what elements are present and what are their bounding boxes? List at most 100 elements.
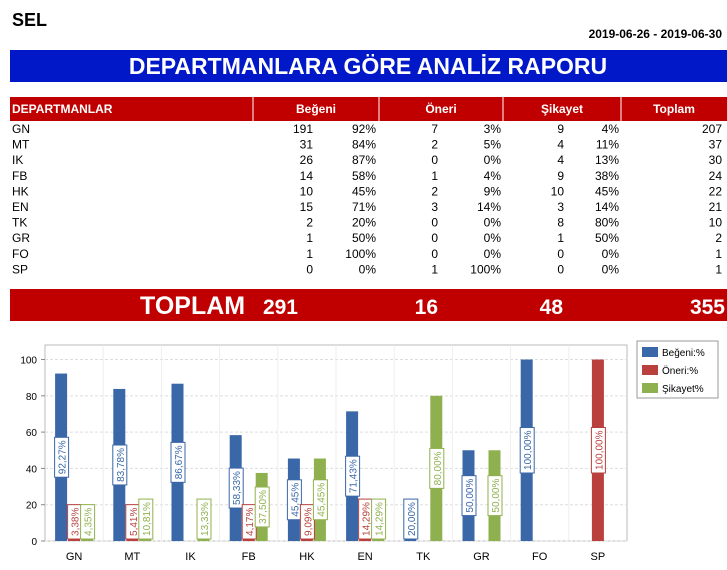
legend-label: Öneri:%	[662, 365, 698, 377]
value-label-text: 13,33%	[200, 502, 211, 536]
value-label: 37,50%	[254, 486, 270, 528]
value-label-box	[312, 479, 328, 521]
header-dividers	[252, 97, 622, 121]
table-cell: 0%	[602, 262, 620, 276]
report-title: DEPARTMANLARA GÖRE ANALİZ RAPORU	[129, 53, 607, 79]
table-cell: 2	[431, 184, 438, 198]
table-cell: IK	[12, 153, 23, 167]
table-cell: 15	[300, 200, 314, 214]
table-cell: 100%	[470, 262, 501, 276]
table-cell: 30	[709, 153, 723, 167]
table-cell: 14	[300, 169, 314, 183]
table-cell: GN	[12, 122, 30, 136]
value-label-text: 10,81%	[142, 502, 153, 536]
value-label-box	[461, 475, 477, 517]
x-tick-label: FO	[532, 551, 548, 563]
value-label-box	[299, 504, 315, 540]
table-cell: 4%	[602, 122, 620, 136]
value-label: 50,00%	[487, 475, 503, 517]
value-label-box	[345, 455, 361, 497]
table-cell: 207	[702, 122, 722, 136]
value-label-text: 9,09%	[303, 508, 314, 536]
value-label-text: 14,29%	[362, 502, 373, 536]
table-cell: 22	[709, 184, 723, 198]
value-label-text: 58,33%	[232, 471, 243, 505]
table-cell: 31	[300, 138, 314, 152]
value-label-box	[286, 479, 302, 521]
x-tick-label: FB	[242, 551, 256, 563]
table-cell: 24	[709, 169, 723, 183]
y-tick-label: 80	[26, 392, 38, 403]
table-cell: 1	[557, 231, 564, 245]
table-cell: 9%	[484, 184, 502, 198]
table-cell: 14%	[477, 200, 501, 214]
value-label-text: 100,00%	[594, 430, 605, 470]
table-cell: 0%	[484, 216, 502, 230]
table-cell: 100%	[345, 247, 376, 261]
value-label-box	[228, 467, 244, 509]
table-cell: GR	[12, 231, 30, 245]
value-label-text: 83,78%	[116, 448, 127, 482]
value-label-text: 50,00%	[465, 479, 476, 513]
table-cell: 7	[431, 122, 438, 136]
value-label-text: 100,00%	[523, 430, 534, 470]
totals-bar	[10, 289, 727, 321]
total-value: 48	[540, 296, 564, 319]
value-label-text: 92,27%	[58, 440, 69, 474]
table-cell: 71%	[352, 200, 376, 214]
value-label-text: 80,00%	[433, 451, 444, 485]
value-label: 3,38%	[67, 504, 83, 540]
table-cell: 84%	[352, 138, 376, 152]
table-cell: 0%	[359, 262, 377, 276]
table-cell: 80%	[595, 216, 619, 230]
column-header: Toplam	[653, 102, 695, 116]
table-header	[10, 97, 727, 121]
table-cell: 21	[709, 200, 723, 214]
table-cell: 2	[715, 231, 722, 245]
table-cell: FB	[12, 169, 27, 183]
table-cell: FO	[12, 247, 29, 261]
value-label-text: 5,41%	[129, 508, 140, 536]
value-label-text: 71,43%	[349, 459, 360, 493]
y-tick-label: 20	[26, 501, 38, 512]
table-cell: 10	[551, 184, 565, 198]
table-cell: 10	[300, 184, 314, 198]
title-bar	[10, 50, 727, 82]
value-label: 45,45%	[312, 479, 328, 521]
value-label: 100,00%	[519, 427, 535, 474]
value-label-text: 50,00%	[491, 479, 502, 513]
value-label-text: 14,29%	[375, 502, 386, 536]
value-label: 50,00%	[461, 475, 477, 517]
table-cell: 1	[306, 231, 313, 245]
value-label-box	[519, 427, 535, 474]
table-cell: 45%	[595, 184, 619, 198]
value-label: 80,00%	[429, 447, 445, 489]
y-tick-label: 40	[26, 464, 38, 475]
x-tick-label: GN	[66, 551, 83, 563]
date-range: 2019-06-26 - 2019-06-30	[589, 27, 723, 41]
value-label-box	[54, 436, 70, 478]
legend-label: Şikayet%	[662, 384, 704, 395]
y-tick-label: 100	[20, 356, 37, 367]
value-label: 71,43%	[345, 455, 361, 497]
value-label: 14,29%	[371, 498, 387, 540]
column-header: Öneri	[425, 101, 456, 116]
table-cell: 20%	[352, 216, 376, 230]
table-cell: 1	[306, 247, 313, 261]
table-cell: 0	[306, 262, 313, 276]
value-label: 45,45%	[286, 479, 302, 521]
value-label: 10,81%	[138, 498, 154, 540]
value-label-box	[590, 427, 606, 474]
value-label-text: 86,67%	[174, 445, 185, 479]
table-cell: TK	[12, 216, 27, 230]
x-tick-label: EN	[357, 551, 372, 563]
column-header: Şikayet	[541, 102, 583, 116]
x-tick-label: SP	[591, 551, 606, 563]
x-tick-label: GR	[473, 551, 490, 563]
table-cell: 0	[431, 231, 438, 245]
value-label: 9,09%	[299, 504, 315, 540]
table-cell: 1	[715, 247, 722, 261]
table-cell: 0	[431, 153, 438, 167]
value-label-text: 3,38%	[71, 508, 82, 536]
table-cell: 45%	[352, 184, 376, 198]
